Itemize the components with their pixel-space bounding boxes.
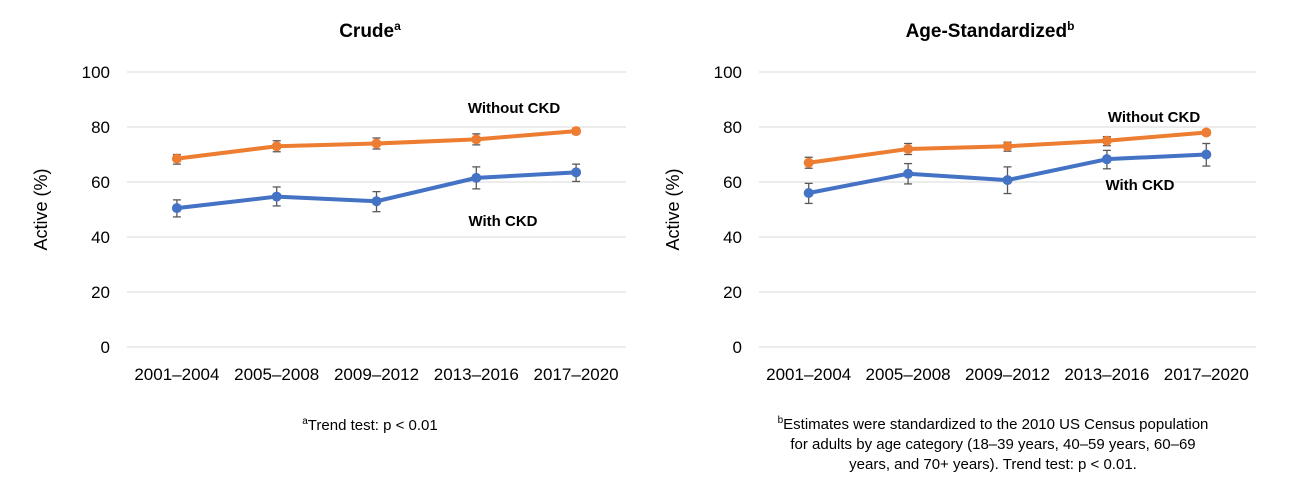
x-tick-label: 2009–2012 — [965, 365, 1050, 384]
y-tick-label: 60 — [91, 173, 110, 192]
data-point — [171, 203, 182, 214]
age-standardized-panel: Age-Standardizedb 0 20 40 60 80 100 Active (%) 2… — [663, 19, 1256, 473]
y-axis-label: Active (%) — [31, 168, 51, 250]
data-point — [803, 157, 814, 168]
data-point — [903, 168, 914, 179]
data-point — [1002, 141, 1013, 152]
data-point — [371, 196, 382, 207]
y-tick-label: 100 — [714, 63, 742, 82]
data-point — [271, 191, 282, 202]
y-tick-label: 0 — [733, 338, 742, 357]
series-label: Without CKD — [468, 100, 561, 117]
y-tick-label: 20 — [91, 283, 110, 302]
data-point — [371, 138, 382, 149]
series-label: Without CKD — [1108, 109, 1201, 126]
y-tick-label: 80 — [723, 118, 742, 137]
y-tick-label: 60 — [723, 173, 742, 192]
x-tick-label: 2005–2008 — [234, 365, 319, 384]
data-point — [903, 144, 914, 154]
x-tick-label: 2001–2004 — [766, 365, 851, 384]
data-point — [471, 134, 482, 145]
y-tick-label: 40 — [91, 228, 110, 247]
footnote-line: years, and 70+ years). Trend test: p < 0… — [849, 456, 1137, 473]
data-point — [571, 126, 582, 137]
y-tick-label: 0 — [101, 338, 110, 357]
y-tick-label: 20 — [723, 283, 742, 302]
data-point — [1101, 154, 1112, 165]
y-axis-label: Active (%) — [663, 168, 683, 250]
data-point — [803, 188, 814, 198]
data-point — [171, 153, 182, 164]
data-point — [271, 141, 282, 152]
x-tick-label: 2013–2016 — [434, 365, 519, 384]
footnote-line: for adults by age category (18–39 years,… — [790, 436, 1195, 453]
x-tick-label: 2017–2020 — [1164, 365, 1249, 384]
x-tick-label: 2005–2008 — [866, 365, 951, 384]
y-tick-label: 100 — [82, 63, 110, 82]
footnote-line: aTrend test: p < 0.01 — [302, 416, 438, 434]
footnote-line: bEstimates were standardized to the 2010… — [778, 415, 1209, 433]
series-label: With CKD — [1105, 177, 1174, 194]
x-tick-label: 2013–2016 — [1064, 365, 1149, 384]
x-tick-label: 2001–2004 — [134, 365, 219, 384]
y-tick-label: 80 — [91, 118, 110, 137]
data-point — [1101, 135, 1112, 146]
data-point — [1201, 127, 1212, 138]
chart-title: Age-Standardizedb — [906, 19, 1075, 42]
crude-panel: Crudea 0 20 40 60 80 100 Active (%) 2001–2004 200… — [31, 19, 626, 434]
x-tick-label: 2017–2020 — [534, 365, 619, 384]
chart-title: Crudea — [339, 19, 401, 42]
series-label: With CKD — [468, 213, 537, 230]
data-point — [571, 167, 582, 178]
data-point — [1002, 175, 1013, 186]
y-tick-label: 40 — [723, 228, 742, 247]
data-point — [471, 172, 482, 183]
data-point — [1201, 149, 1212, 160]
x-tick-label: 2009–2012 — [334, 365, 419, 384]
